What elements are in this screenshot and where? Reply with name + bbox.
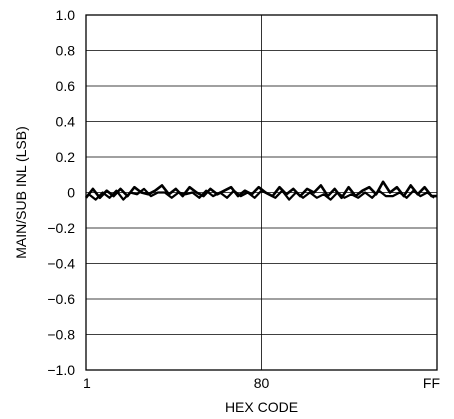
y-tick-label: 0.4 <box>56 114 76 130</box>
x-tick-label: 80 <box>254 375 270 391</box>
y-tick-label: −1.0 <box>47 362 75 378</box>
y-tick-label: −0.2 <box>47 220 75 236</box>
plot-frame <box>85 14 438 371</box>
y-tick-label: −0.4 <box>47 256 75 272</box>
y-tick-label: 0.2 <box>56 149 76 165</box>
x-tick-label: 1 <box>83 375 91 391</box>
y-tick-label: −0.8 <box>47 327 75 343</box>
x-axis-title: HEX CODE <box>225 399 298 415</box>
y-tick-label: 0 <box>67 185 75 201</box>
y-tick-label: 1.0 <box>56 7 76 23</box>
grid <box>86 15 437 370</box>
y-tick-labels: 1.0 0.8 0.6 0.4 0.2 0 −0.2 −0.4 −0.6 −0.8 −1.0 <box>47 7 75 378</box>
inl-series-line <box>88 187 435 201</box>
series-group <box>84 180 437 201</box>
y-tick-label: 0.8 <box>56 43 76 59</box>
x-tick-label: FF <box>423 375 440 391</box>
y-tick-label: −0.6 <box>47 291 75 307</box>
x-tick-labels: 1 80 FF <box>83 375 440 391</box>
y-axis-title: MAIN/SUB INL (LSB) <box>13 126 29 259</box>
y-tick-label: 0.6 <box>56 78 76 94</box>
